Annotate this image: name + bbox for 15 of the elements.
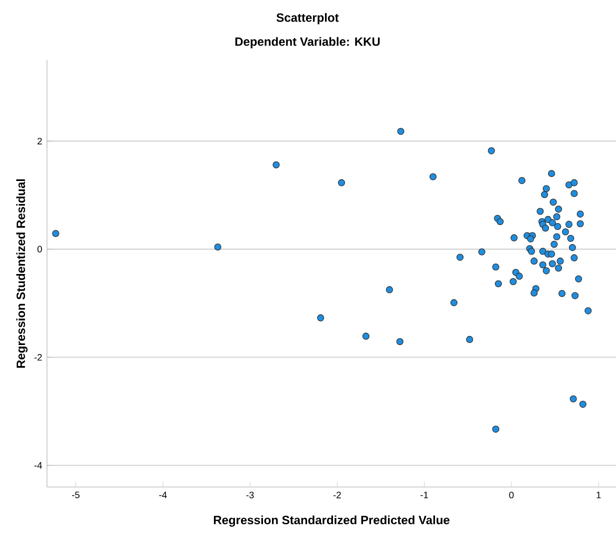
x-tick-label: -5: [72, 492, 80, 498]
x-tick-label: 0: [509, 492, 514, 498]
y-axis-title: Regression Studentized Residual: [16, 179, 28, 368]
y-tick-label: -4: [34, 462, 42, 469]
x-tick-label: -2: [333, 492, 341, 498]
y-tick-label: -2: [34, 354, 42, 361]
x-axis-title: Regression Standardized Predicted Value: [214, 515, 450, 527]
chart-title: Scatterplot: [276, 13, 339, 24]
y-tick-label: 2: [38, 138, 42, 144]
x-tick-label: -3: [246, 492, 254, 498]
chart-subtitle: Dependent Variable: KKU: [235, 37, 380, 48]
x-tick-label: -1: [420, 492, 428, 498]
x-tick-label: -4: [159, 492, 167, 498]
x-tick-label: 1: [596, 492, 601, 498]
y-tick-label: 0: [37, 246, 42, 252]
